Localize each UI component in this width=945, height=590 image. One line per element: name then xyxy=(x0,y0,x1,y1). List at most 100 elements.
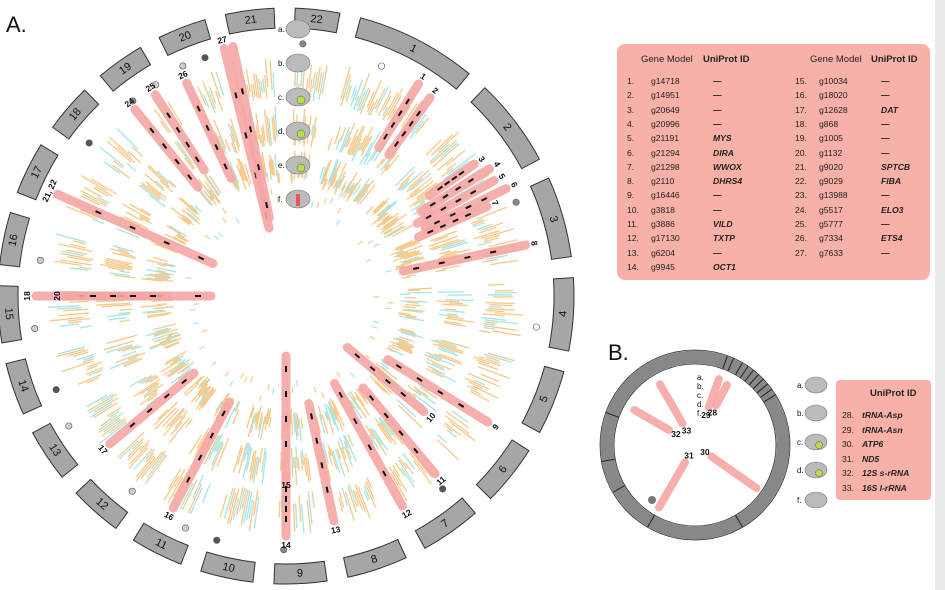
density-tick xyxy=(268,117,273,146)
density-tick xyxy=(419,386,438,400)
density-tick xyxy=(143,383,164,399)
density-tick xyxy=(100,393,114,402)
density-tick xyxy=(407,390,417,399)
density-tick xyxy=(165,224,182,235)
table-row: 26. g7334 ETS4 xyxy=(795,232,945,244)
density-tick xyxy=(198,391,210,405)
gene-model: g3818 xyxy=(651,204,675,215)
track-label: d. xyxy=(697,400,704,409)
density-tick xyxy=(118,311,131,315)
uniprot-id: VILD xyxy=(713,219,733,229)
gene-marker xyxy=(175,126,181,134)
uniprot-id: — xyxy=(713,76,722,86)
inner-tick xyxy=(385,269,392,273)
density-tick xyxy=(352,96,360,111)
density-tick xyxy=(387,344,400,351)
density-tick xyxy=(49,316,84,322)
density-tick xyxy=(438,313,459,318)
table-row: 30. ATP6 xyxy=(842,438,945,450)
density-tick xyxy=(131,146,143,157)
density-tick xyxy=(375,86,389,113)
row-index: 22. xyxy=(795,176,807,187)
density-tick xyxy=(166,363,186,377)
density-tick xyxy=(489,305,502,308)
density-tick xyxy=(106,257,133,265)
density-tick xyxy=(438,250,451,255)
density-tick xyxy=(146,277,174,283)
row-index: 19. xyxy=(795,133,807,144)
density-tick xyxy=(488,239,518,248)
density-tick xyxy=(202,189,213,202)
density-tick xyxy=(168,417,190,444)
density-tick xyxy=(330,449,338,470)
density-tick xyxy=(340,73,351,107)
density-tick xyxy=(152,323,176,331)
density-tick xyxy=(376,378,394,395)
gene-marker xyxy=(395,364,402,369)
gene-marker xyxy=(214,143,219,151)
gene-number: 7 xyxy=(490,199,501,208)
track-icon-b xyxy=(804,491,828,509)
density-tick xyxy=(209,86,217,104)
chromosome-4 xyxy=(548,277,575,352)
density-tick xyxy=(399,256,420,264)
density-tick xyxy=(315,66,321,92)
gene-model: g5777 xyxy=(819,219,843,229)
density-tick xyxy=(378,200,397,217)
uniprot-id: — xyxy=(713,190,722,201)
track-icon-dot-b xyxy=(815,441,823,449)
density-tick xyxy=(210,71,221,99)
mito-ring-inner xyxy=(613,363,777,527)
density-tick xyxy=(99,146,125,167)
gene-number: 14 xyxy=(281,540,291,550)
density-tick xyxy=(334,178,342,191)
table-row: 25. g5777 — xyxy=(795,218,945,230)
density-tick xyxy=(407,289,420,292)
density-tick xyxy=(305,77,309,91)
density-tick xyxy=(145,396,159,408)
density-tick xyxy=(116,146,136,164)
mito-tick xyxy=(744,369,754,382)
gene-marker xyxy=(221,410,226,417)
density-tick xyxy=(467,372,501,388)
density-tick xyxy=(480,373,500,383)
gene-marker xyxy=(187,174,193,181)
density-tick xyxy=(146,382,160,393)
gene-model: g13988 xyxy=(819,190,848,201)
panel-label-b: B. xyxy=(608,340,629,365)
gene-model: g14718 xyxy=(651,76,680,86)
density-tick xyxy=(383,222,404,236)
density-tick xyxy=(174,141,195,169)
density-tick xyxy=(238,488,246,512)
density-tick xyxy=(255,405,262,431)
chromosome-label: 19 xyxy=(117,61,134,78)
density-tick xyxy=(296,412,300,429)
density-tick xyxy=(403,306,416,309)
density-tick xyxy=(476,206,508,220)
row-index: 12. xyxy=(627,233,639,244)
row-index: 4. xyxy=(627,118,635,129)
density-tick xyxy=(436,300,460,303)
density-tick xyxy=(320,166,327,185)
density-tick xyxy=(360,135,373,157)
density-tick xyxy=(443,160,470,181)
density-tick xyxy=(438,346,455,354)
density-tick xyxy=(187,212,199,222)
chromosome-label: 17 xyxy=(29,164,45,180)
density-tick xyxy=(394,240,416,251)
density-tick xyxy=(214,132,225,153)
density-tick xyxy=(72,351,89,358)
density-tick xyxy=(363,490,369,501)
density-tick xyxy=(472,385,499,399)
gene-model: g21191 xyxy=(651,133,680,144)
mito-tick xyxy=(647,514,655,528)
density-tick xyxy=(245,69,251,92)
row-index: 27. xyxy=(795,247,807,258)
density-tick xyxy=(140,277,164,282)
density-tick xyxy=(483,324,518,332)
density-tick xyxy=(310,124,314,136)
density-tick xyxy=(270,158,274,176)
density-tick xyxy=(165,341,180,350)
density-tick xyxy=(380,365,389,372)
density-tick xyxy=(389,107,398,120)
